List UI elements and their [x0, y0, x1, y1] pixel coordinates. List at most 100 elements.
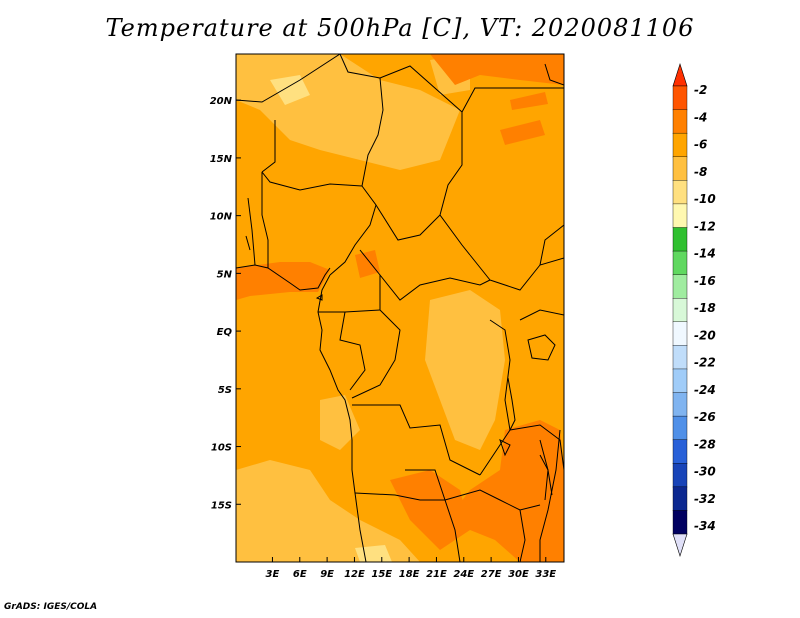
border-drc-east [479, 319, 511, 476]
border-car-south [379, 274, 491, 301]
colorbar-swatch [672, 227, 688, 252]
border-nigeria-benin [261, 172, 269, 268]
contour-chad-streak-2 [510, 92, 548, 110]
lon-tick-label: 15E [371, 569, 392, 580]
map-title: Temperature at 500hPa [C], VT: 202008110… [105, 14, 695, 42]
border-algeria-niger [339, 54, 381, 79]
contour-zambia-patch [390, 470, 470, 550]
contour-gabon-patch [320, 395, 360, 450]
coastlines [236, 63, 564, 562]
border-lake-victoria [527, 334, 556, 361]
colorbar-label: -22 [694, 356, 716, 370]
colorbar-swatch [672, 109, 688, 134]
border-ethiopia [539, 224, 564, 266]
border-benin-togo-ghana [247, 197, 256, 266]
border-niger-nigeria [261, 171, 363, 191]
colorbar-label: -26 [694, 410, 716, 424]
border-angola-zambia [405, 469, 446, 501]
lon-tick-label: 30E [508, 569, 529, 580]
contour-congo-basin [425, 290, 505, 450]
colorbar-top-arrow [672, 63, 688, 87]
colorbar-legend: -2 -4 -6 -8 -10 -12 -14 -16 -18 -20 -22 -24 -26 -28 -3… [672, 63, 716, 557]
lon-tick-label: 21E [426, 569, 447, 580]
map-plot-area [236, 54, 564, 562]
contour-gulf-guinea [236, 262, 330, 300]
longitude-axis: 3E 6E 9E 12E 15E 18E 21E 24E 27E 30E 33E [266, 557, 556, 580]
border-drc-angola [352, 404, 481, 476]
lake-volta-ish [245, 235, 251, 251]
lat-tick-label: 10S [211, 443, 232, 454]
lon-tick-label: 3E [266, 569, 280, 580]
colorbar-label: -8 [694, 165, 707, 179]
lat-tick-label: 10N [210, 212, 233, 223]
colorbar-label: -20 [694, 328, 716, 342]
contour-sudan-north [430, 54, 564, 85]
latitude-axis: 20N 15N 10N 5N EQ 5S 10S 15S [210, 96, 241, 511]
country-borders [236, 54, 564, 562]
coast-east-africa [539, 429, 561, 562]
border-mozambique [519, 509, 526, 562]
colorbar-swatch [672, 132, 688, 158]
lat-tick-label: EQ [217, 327, 233, 338]
colorbar-swatch [672, 321, 688, 346]
border-nigeria-cameroon [329, 185, 377, 276]
colorbar-swatch [672, 368, 688, 394]
border-niger-chad [361, 77, 384, 187]
lat-tick-label: 15S [211, 500, 232, 511]
colorbar-label: -32 [694, 492, 716, 506]
map-frame [235, 53, 565, 563]
colorbar-swatch [672, 345, 688, 370]
contour-cameroon-patch [355, 250, 380, 278]
border-libya-niger-chad [379, 65, 463, 113]
colorbar-label: -2 [694, 83, 707, 97]
colorbar-swatch [672, 85, 688, 111]
contour-mozambique [455, 420, 564, 562]
lon-tick-label: 18E [399, 569, 420, 580]
colorbar-label: -14 [694, 247, 716, 261]
colorbar-label: -30 [694, 465, 716, 479]
contour-regions-coldest [270, 75, 392, 562]
island-bioko [315, 294, 323, 301]
lat-tick-label: 5N [217, 269, 233, 280]
border-chad-car [375, 204, 441, 241]
contour-north-patch [270, 75, 310, 105]
border-lake-tanganyika [507, 377, 516, 431]
lon-tick-label: 27E [481, 569, 502, 580]
grads-credit: GrADS: IGES/COLA [4, 602, 98, 612]
colorbar-label: -6 [694, 138, 707, 152]
colorbar-swatch [672, 250, 688, 276]
border-sudan-south [489, 257, 564, 291]
border-lake-malawi [539, 454, 553, 496]
colorbar-bottom-arrow [672, 533, 688, 557]
contour-regions-warm [236, 54, 564, 562]
colorbar-swatch [672, 439, 688, 464]
border-algeria-mali [236, 54, 341, 103]
colorbar-swatch [672, 203, 688, 229]
colorbar-label: -28 [694, 437, 716, 451]
lon-tick-label: 24E [453, 569, 474, 580]
colorbar-label: -12 [694, 219, 716, 233]
contour-chad-streak [500, 120, 545, 145]
border-libya-egypt-sudan [461, 87, 564, 113]
lat-tick-label: 15N [210, 154, 233, 165]
border-gabon-congo [339, 311, 366, 391]
colorbar-label: -34 [694, 519, 716, 533]
colorbar-swatch [672, 415, 688, 441]
colorbar-swatch [672, 298, 688, 323]
lon-tick-label: 6E [293, 569, 307, 580]
border-kenya-uganda [519, 309, 564, 321]
border-angola-namibia [354, 492, 445, 501]
coast-central-west [317, 274, 367, 562]
border-zambia-zimbabwe [444, 489, 541, 511]
border-namibia-botswana [444, 499, 461, 562]
lon-tick-label: 33E [535, 569, 556, 580]
colorbar-swatch [672, 180, 688, 205]
lat-tick-label: 5S [218, 385, 232, 396]
colorbar-swatch [672, 156, 688, 181]
border-cameroon-east [359, 249, 381, 310]
border-tanzania [509, 424, 564, 471]
contour-angola-strip [236, 460, 420, 562]
colorbar-label: -18 [694, 301, 716, 315]
contour-namibia-patch [355, 545, 392, 562]
